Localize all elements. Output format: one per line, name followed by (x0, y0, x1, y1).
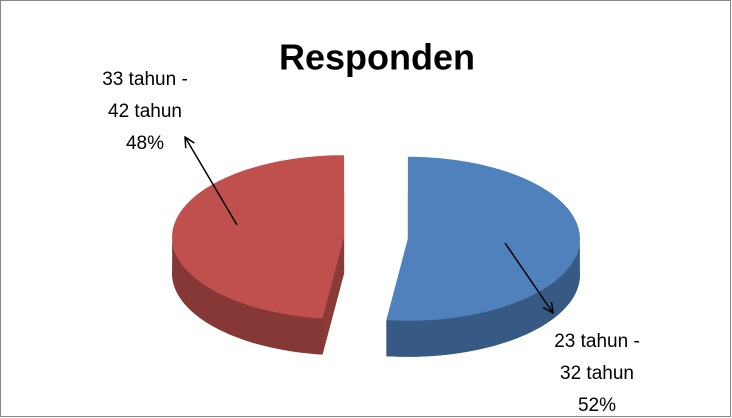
slice-percent: 48% (126, 133, 164, 154)
slice-label: 23 tahun - 32 tahun (554, 331, 640, 384)
pie-slice (386, 156, 580, 357)
label-line: 23 tahun - (554, 331, 640, 352)
label-line: 42 tahun (108, 101, 182, 122)
slice-top (386, 156, 580, 321)
label-line: 33 tahun - (102, 69, 188, 90)
slice-cut-face (322, 237, 345, 355)
leader-arrow (185, 137, 238, 226)
pie-slice (172, 155, 345, 355)
leader-arrow (504, 242, 553, 313)
slice-percent: 52% (578, 395, 616, 416)
slice-label: 33 tahun - 42 tahun (102, 69, 188, 122)
label-line: 32 tahun (560, 363, 634, 384)
chart-title: Responden (279, 37, 475, 78)
slice-top (172, 155, 345, 319)
slice-wall (172, 237, 323, 355)
slice-wall (386, 238, 580, 357)
